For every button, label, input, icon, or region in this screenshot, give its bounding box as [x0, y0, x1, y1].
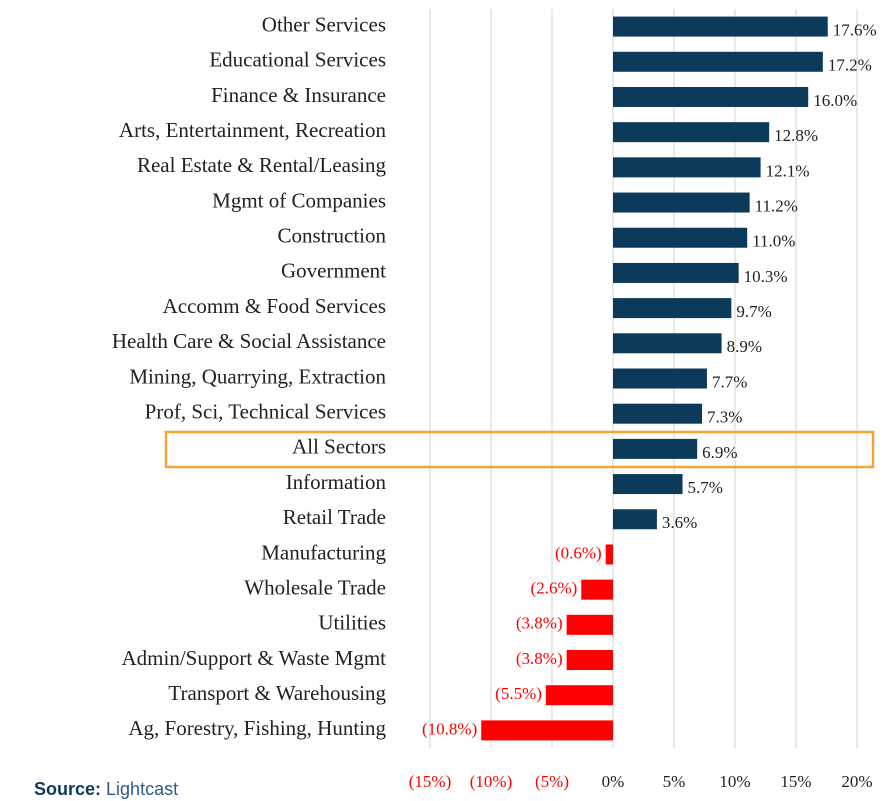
value-label: 6.9% [702, 443, 737, 462]
source: Source: Lightcast [34, 779, 178, 799]
bar [613, 333, 722, 354]
x-tick-label: (10%) [470, 772, 512, 791]
bar [613, 122, 770, 143]
value-label: 11.2% [755, 196, 798, 215]
category-label: Government [281, 259, 386, 283]
value-label: 5.7% [688, 478, 723, 497]
source-label: Source: [34, 779, 101, 799]
value-label: 3.6% [662, 513, 697, 532]
value-label: (3.8%) [516, 649, 563, 668]
value-label: 7.3% [707, 408, 742, 427]
bar [613, 157, 761, 178]
bar [613, 227, 748, 248]
value-label: 10.3% [744, 267, 788, 286]
value-label: 16.0% [813, 91, 857, 110]
bar [613, 368, 707, 389]
bar [613, 192, 750, 213]
bar [481, 720, 613, 741]
bar [613, 262, 739, 283]
value-label: 8.9% [727, 337, 762, 356]
category-label: Utilities [318, 611, 386, 635]
value-label: 11.0% [752, 232, 795, 251]
x-tick-label: 20% [841, 772, 872, 791]
x-tick-label: (5%) [535, 772, 569, 791]
category-label: Arts, Entertainment, Recreation [119, 118, 387, 142]
value-label: 17.6% [833, 21, 877, 40]
bar [605, 544, 613, 565]
value-label: 12.8% [774, 126, 818, 145]
x-tick-label: 15% [780, 772, 811, 791]
bar [581, 579, 613, 600]
value-label: 17.2% [828, 56, 872, 75]
category-label: Real Estate & Rental/Leasing [137, 153, 387, 177]
category-label: Wholesale Trade [244, 575, 386, 599]
bar [545, 685, 613, 706]
bar [613, 438, 698, 459]
value-label: (10.8%) [422, 719, 477, 738]
category-label: Health Care & Social Assistance [112, 329, 386, 353]
category-label: Mining, Quarrying, Extraction [129, 364, 386, 388]
value-label: (3.8%) [516, 614, 563, 633]
bar [566, 614, 613, 635]
value-label: 9.7% [736, 302, 771, 321]
bar [613, 403, 703, 424]
bar [613, 474, 683, 495]
bar [613, 51, 823, 72]
value-label: 7.7% [712, 372, 747, 391]
category-label: Manufacturing [261, 540, 386, 564]
category-label: Retail Trade [283, 505, 386, 529]
value-label: (2.6%) [531, 579, 578, 598]
bar [613, 509, 657, 530]
bar [613, 298, 732, 319]
category-label: Admin/Support & Waste Mgmt [121, 646, 386, 670]
value-label: (0.6%) [555, 543, 602, 562]
x-tick-label: 5% [663, 772, 686, 791]
category-label: Prof, Sci, Technical Services [145, 400, 386, 424]
x-tick-label: 10% [719, 772, 750, 791]
bar [613, 16, 828, 37]
category-label: Accomm & Food Services [163, 294, 386, 318]
value-label: 12.1% [766, 161, 810, 180]
category-label: Ag, Forestry, Fishing, Hunting [128, 716, 386, 740]
bar [566, 650, 613, 671]
category-label: Construction [278, 224, 387, 248]
category-label: Other Services [262, 12, 386, 36]
category-label: Educational Services [209, 48, 386, 72]
x-tick-label: 0% [602, 772, 625, 791]
source-name: Lightcast [106, 779, 178, 799]
bar [613, 86, 809, 107]
x-tick-label: (15%) [409, 772, 451, 791]
category-label: Finance & Insurance [211, 83, 386, 107]
category-label: All Sectors [292, 435, 386, 459]
highlight-box [164, 430, 875, 469]
category-label: Information [286, 470, 387, 494]
value-label: (5.5%) [495, 684, 542, 703]
category-label: Transport & Warehousing [168, 681, 386, 705]
category-label: Mgmt of Companies [212, 188, 386, 212]
